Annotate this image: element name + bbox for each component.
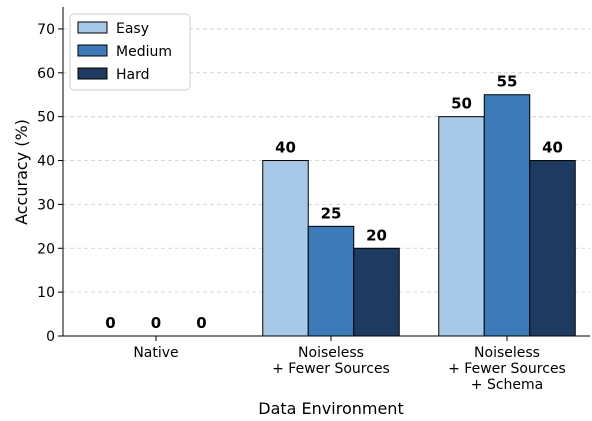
data-label: 40 [275,139,296,157]
legend-label-easy: Easy [116,21,149,37]
x-tick-label-line: + Schema [471,377,543,393]
bar-easy [262,160,309,337]
data-label: 25 [321,204,342,222]
bar-easy [438,116,485,337]
data-label: 55 [497,73,518,91]
data-label: 0 [151,314,161,332]
data-label: 0 [105,314,115,332]
bar-hard [529,160,576,337]
legend-label-hard: Hard [116,67,150,83]
y-tick-label: 10 [37,285,55,301]
y-tick-label: 40 [37,154,55,170]
x-tick-label: Noiseless + Fewer Sources + Schema [448,345,566,393]
data-labels: 0 0 0 40 25 20 50 55 40 [105,73,563,332]
bar-hard [353,247,400,337]
y-tick-label: 30 [37,197,55,213]
y-axis-title: Accuracy (%) [12,119,31,225]
legend-label-medium: Medium [116,44,172,60]
legend-swatch-easy [77,21,108,34]
x-tick-label-line: + Fewer Sources [272,361,390,377]
data-label: 0 [196,314,206,332]
legend-swatch-medium [77,44,108,57]
x-axis-title: Data Environment [258,399,403,418]
y-tick-label: 0 [46,329,55,345]
x-tick-label-line: Noiseless [474,345,540,361]
x-tick-label: Native [133,345,178,361]
y-tick-label: 70 [37,22,55,38]
x-tick-label-line: Noiseless [298,345,364,361]
x-tick-label: Noiseless + Fewer Sources [272,345,390,377]
data-label: 20 [366,226,387,244]
x-tick-label-line: + Fewer Sources [448,361,566,377]
y-tick-label: 50 [37,110,55,126]
y-tick-label: 60 [37,66,55,82]
data-label: 50 [451,95,472,113]
bar-medium [307,225,355,337]
bars [262,94,576,337]
y-tick-label: 20 [37,241,55,257]
legend-swatch-hard [77,67,108,80]
x-tick-label-line: Native [133,345,178,361]
data-label: 40 [542,139,563,157]
legend: Easy Medium Hard [69,13,191,91]
bar-medium [483,94,531,337]
